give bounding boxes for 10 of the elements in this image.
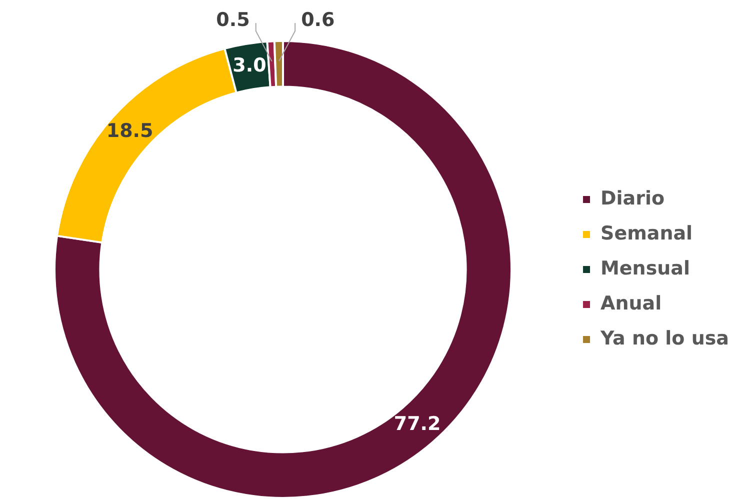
- legend-label: Semanal: [600, 222, 693, 244]
- data-label: 0.6: [301, 8, 335, 31]
- legend-label: Ya no lo usa: [600, 327, 729, 350]
- data-label: 77.2: [394, 413, 441, 436]
- legend-label: Mensual: [600, 257, 690, 280]
- data-label: 18.5: [106, 120, 154, 142]
- legend-label: Diario: [600, 187, 665, 210]
- legend-label: Anual: [600, 292, 662, 314]
- data-label: 3.0: [232, 54, 266, 77]
- data-label: 0.5: [216, 8, 250, 31]
